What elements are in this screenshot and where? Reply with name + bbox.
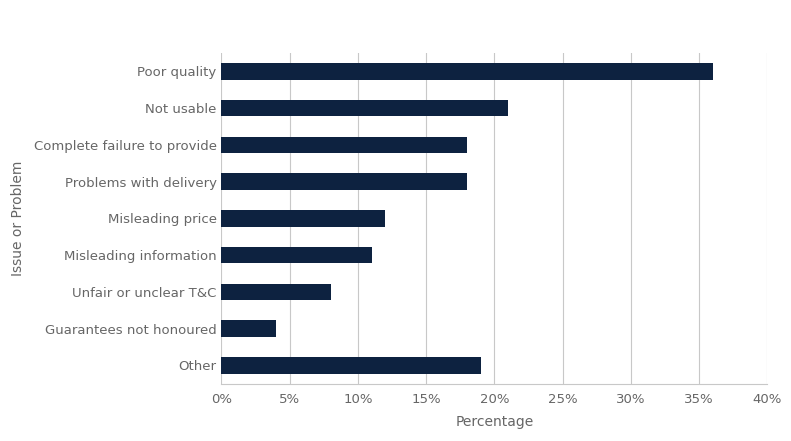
Bar [221, 247, 372, 263]
Y-axis label: Issue or Problem: Issue or Problem [11, 161, 25, 276]
Bar [221, 210, 385, 227]
Bar [221, 173, 467, 190]
Bar [221, 357, 481, 374]
Bar [221, 320, 276, 337]
Bar [221, 63, 713, 79]
X-axis label: Percentage: Percentage [456, 415, 533, 429]
Bar [221, 100, 508, 116]
Bar [221, 284, 331, 300]
Bar [221, 137, 467, 153]
